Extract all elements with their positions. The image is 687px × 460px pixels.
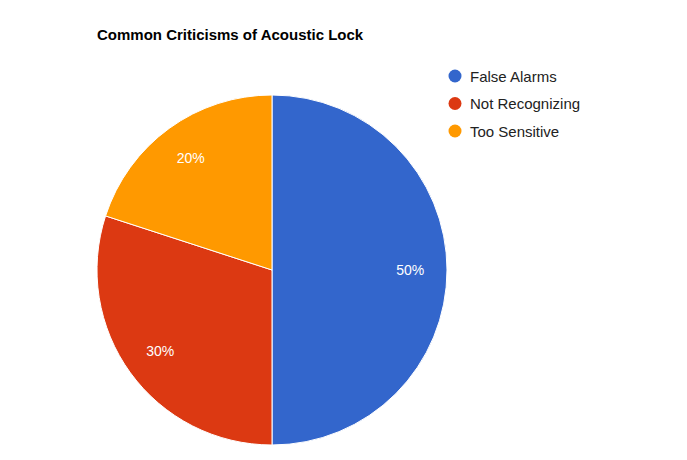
data-label: 20% [177,150,205,166]
background [0,0,687,460]
pie-slice [106,95,272,270]
chart-root: Common Criticisms of Acoustic Lock 50% 30%… [0,0,687,460]
legend-label: Too Sensitive [470,123,559,140]
data-labels: 50% 30% 20% [146,150,424,359]
legend-label: False Alarms [470,68,557,85]
legend-label: Not Recognizing [470,95,580,112]
data-label: 50% [396,262,424,278]
data-label: 30% [146,343,174,359]
chart-title: Common Criticisms of Acoustic Lock [97,26,364,43]
pie-slices [97,95,447,445]
legend-swatch [449,97,462,110]
legend: False Alarms Not Recognizing Too Sensitive [449,68,581,140]
pie-slice [272,95,447,445]
legend-swatch [449,70,462,83]
legend-swatch [449,125,462,138]
chart-svg: Common Criticisms of Acoustic Lock 50% 30%… [0,0,687,460]
